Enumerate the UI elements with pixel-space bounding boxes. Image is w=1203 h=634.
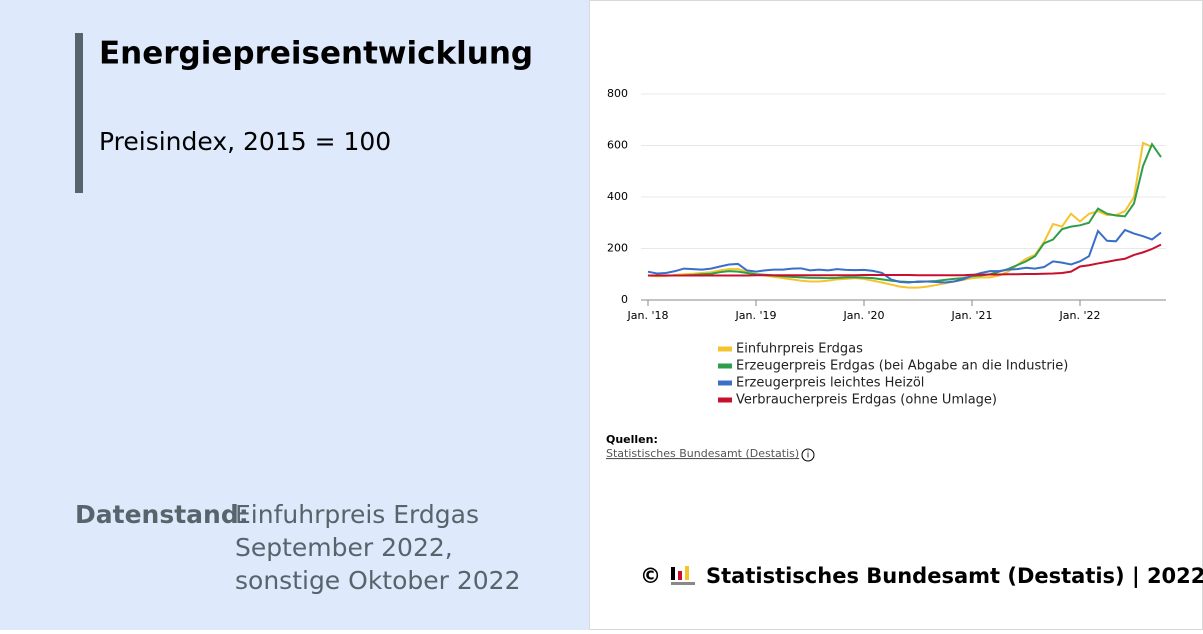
chart-subtitle: Preisindex, 2015 = 100 [99,127,391,156]
left-panel [0,0,589,630]
legend-swatch [718,346,732,352]
y-tick-label: 400 [607,190,628,203]
x-tick-label: Jan. '18 [627,309,669,322]
copyright-sign: © [640,564,661,588]
legend-label: Erzeugerpreis Erdgas (bei Abgabe an die … [736,359,1068,374]
y-tick-label: 600 [607,139,628,152]
status-line: Einfuhrpreis Erdgas [235,500,479,529]
x-tick-label: Jan. '19 [735,309,777,322]
legend-label: Einfuhrpreis Erdgas [736,342,863,357]
status-line: September 2022, [235,533,453,562]
x-tick-label: Jan. '20 [843,309,885,322]
legend-swatch [718,397,732,403]
legend-label: Erzeugerpreis leichtes Heizöl [736,376,924,391]
chart-title: Energiepreisentwicklung [99,36,533,72]
accent-bar [75,33,83,193]
info-icon[interactable] [801,448,815,462]
series-line [648,243,1162,277]
x-tick-label: Jan. '21 [951,309,993,322]
legend-swatch [718,380,732,386]
footer-text: Statistisches Bundesamt (Destatis) | 202… [706,564,1203,589]
right-panel [589,0,1203,630]
legend-swatch [718,363,732,369]
source-link[interactable]: Statistisches Bundesamt (Destatis) [606,447,799,460]
status-line: sonstige Oktober 2022 [235,566,521,595]
legend-label: Verbraucherpreis Erdgas (ohne Umlage) [736,393,997,408]
y-tick-label: 800 [607,87,628,100]
series-line [647,141,1153,289]
status-label: Datenstand: [75,500,249,529]
series-line [647,228,1162,284]
sources-label: Quellen: [606,433,658,446]
logo [671,566,695,585]
info-icon-glyph: i [807,451,810,461]
y-tick-label: 0 [621,293,628,306]
x-tick-label: Jan. '22 [1059,309,1101,322]
y-tick-label: 200 [607,242,628,255]
